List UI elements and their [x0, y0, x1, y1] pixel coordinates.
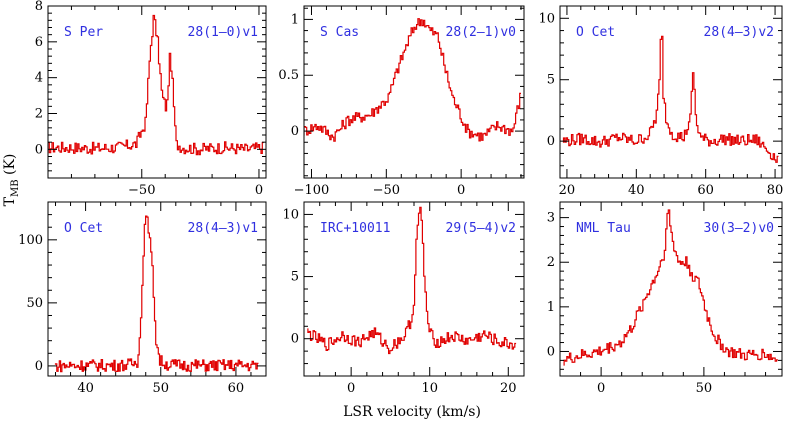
y-axis-label-subscript: MB	[10, 179, 21, 197]
y-tick-label: 0	[547, 344, 555, 359]
x-tick-label: 0	[457, 183, 465, 198]
x-tick-label: 0	[347, 381, 355, 396]
panel-transition-label: 29(5–4)v2	[446, 221, 516, 236]
x-tick-label: 10	[421, 381, 438, 396]
y-tick-label: 4	[35, 71, 43, 86]
y-tick-label: 10	[538, 11, 555, 26]
spectrum-line	[307, 206, 517, 355]
y-tick-label: 0	[35, 142, 43, 157]
x-axis-label: LSR velocity (km/s)	[343, 404, 481, 420]
x-tick-label: 50	[152, 381, 169, 396]
panel-source-label: NML Tau	[576, 221, 631, 236]
x-tick-label: −100	[294, 183, 330, 198]
panel-frame	[303, 5, 525, 179]
x-tick-label: 20	[500, 381, 517, 396]
spectrum-line	[54, 215, 259, 373]
y-axis-label-unit: (K)	[2, 154, 18, 180]
panel-source-label: S Cas	[320, 25, 359, 40]
x-tick-label: −50	[128, 183, 155, 198]
x-tick-label: 40	[628, 183, 645, 198]
y-tick-label: 1	[291, 12, 299, 27]
spectrum-line	[48, 14, 264, 156]
x-tick-label: 50	[696, 381, 713, 396]
x-tick-label: 60	[697, 183, 714, 198]
panel-4: 40 50 60 0 50 100 O Cet 28(4–3)v1	[18, 201, 267, 396]
panel-transition-label: 28(2–1)v0	[446, 25, 516, 40]
x-tick-label: 40	[77, 381, 94, 396]
panel-source-label: S Per	[64, 25, 103, 40]
panel-2: −100 −50 0 0 0.5 1 S Cas 28(2–1)v0	[278, 5, 525, 198]
y-tick-label: 5	[291, 270, 299, 285]
x-tick-label: 80	[767, 183, 784, 198]
x-tick-label: 0	[255, 183, 263, 198]
panel-1: −50 0 0 2 4 6 8 S Per 28(1–0)v1	[35, 0, 267, 198]
y-tick-label: 100	[18, 233, 43, 248]
panel-6: 0 50 0 1 2 3 NML Tau 30(3–2)v0	[547, 201, 783, 396]
spectrum-line	[562, 35, 779, 163]
panel-source-label: O Cet	[64, 221, 103, 236]
y-tick-label: 0	[35, 359, 43, 374]
y-tick-label: 10	[282, 207, 299, 222]
panel-transition-label: 30(3–2)v0	[704, 221, 774, 236]
x-tick-label: 0	[597, 381, 605, 396]
spectrum-line	[304, 18, 521, 142]
y-axis-label: TMB (K)	[2, 154, 21, 207]
y-axis-label-main: T	[2, 196, 18, 206]
x-tick-label: 60	[228, 381, 245, 396]
y-tick-label: 2	[547, 255, 555, 270]
panel-frame	[47, 201, 267, 377]
y-tick-label: 0	[547, 134, 555, 149]
y-tick-label: 3	[547, 211, 555, 226]
panel-source-label: IRC+10011	[320, 221, 390, 236]
panel-transition-label: 28(4–3)v2	[704, 25, 774, 40]
svg-text:TMB (K): TMB (K)	[2, 154, 21, 207]
panel-transition-label: 28(4–3)v1	[188, 221, 258, 236]
panel-transition-label: 28(1–0)v1	[188, 25, 258, 40]
y-tick-label: 5	[547, 73, 555, 88]
panel-3: 20 40 60 80 0 5 10 O Cet 28(4–3)v2	[538, 5, 784, 198]
y-tick-label: 1	[547, 300, 555, 315]
y-tick-label: 0.5	[278, 68, 299, 83]
y-tick-label: 50	[26, 296, 43, 311]
y-tick-label: 6	[35, 35, 43, 50]
panel-source-label: O Cet	[576, 25, 615, 40]
y-tick-label: 0	[291, 124, 299, 139]
x-tick-label: −50	[373, 183, 400, 198]
spectrum-line	[563, 209, 778, 366]
y-tick-label: 2	[35, 107, 43, 122]
panel-grid: −50 0 0 2 4 6 8 S Per 28(1–0)v1 −100 −50 0 0 0.5 1 S Ca…	[18, 0, 783, 396]
x-tick-label: 20	[559, 183, 576, 198]
panel-5: 0 10 20 0 5 10 IRC+10011 29(5–4)v2	[282, 201, 525, 396]
y-tick-label: 0	[291, 332, 299, 347]
y-tick-label: 8	[35, 0, 43, 14]
